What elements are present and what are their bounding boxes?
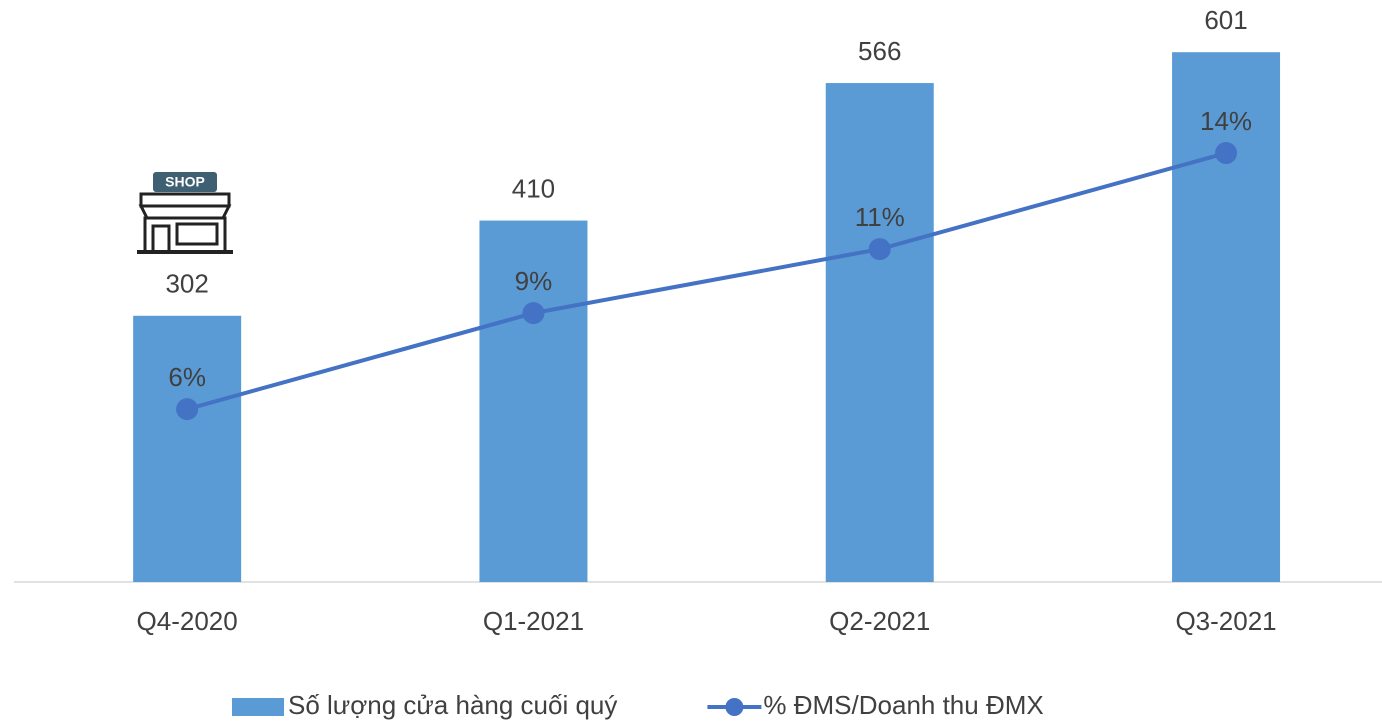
line-point [1215,142,1238,165]
bar [825,83,934,583]
x-tick-label: Q4-2020 [137,606,238,636]
line-point [868,238,891,261]
shop-door [151,224,171,254]
line-value-label: 14% [1200,106,1252,136]
bar-value-label: 410 [512,173,555,203]
x-tick-label: Q1-2021 [483,606,584,636]
bar-value-label: 566 [858,36,901,66]
line-value-label: 9% [515,266,553,296]
x-tick-label: Q2-2021 [829,606,930,636]
shop-label: SHOP [165,174,205,190]
line-value-label: 11% [855,202,905,232]
line-point [176,398,199,421]
bar [1172,52,1281,583]
line-value-label: 6% [168,362,206,392]
shop-icon: SHOP [137,172,233,254]
shop-awning [138,204,232,220]
bar [479,220,588,583]
legend-label: % ĐMS/Doanh thu ĐMX [763,690,1043,720]
line [186,151,1227,412]
shop-roof [139,192,231,208]
legend-label: Số lượng cửa hàng cuối quý [288,690,617,720]
shop-sign [153,172,217,192]
x-tick-label: Q3-2021 [1175,606,1276,636]
legend-swatch [232,698,284,716]
bar-value-label: 302 [165,269,208,299]
shop-window [175,222,219,246]
legend-marker [725,698,744,716]
bar [133,315,242,582]
bar-value-label: 601 [1204,5,1247,35]
line-point [522,302,545,325]
